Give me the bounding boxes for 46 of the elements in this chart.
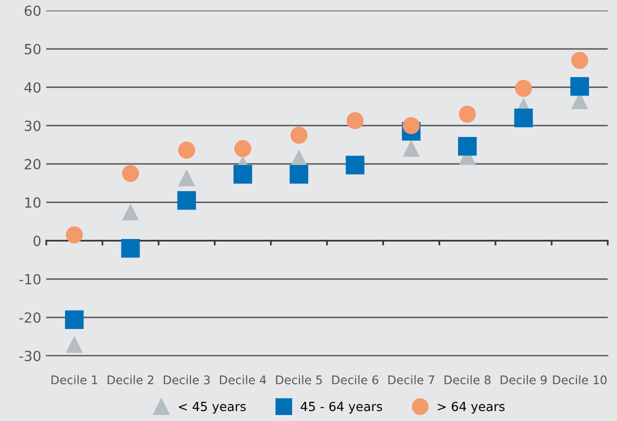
point — [177, 191, 196, 210]
y-tick-label: -20 — [19, 312, 40, 323]
y-tick-label: 50 — [24, 44, 40, 54]
y-tick-label: 60 — [24, 5, 40, 16]
legend-label: 45 - 64 years — [300, 402, 382, 414]
y-tick-label: 40 — [24, 82, 40, 93]
x-tick-label: Decile 2 — [108, 375, 154, 384]
point — [346, 112, 364, 130]
point — [66, 336, 83, 353]
point — [402, 117, 420, 134]
x-tick-label: Decile 4 — [220, 375, 266, 384]
x-tick-label: Decile 10 — [553, 375, 607, 384]
y-tick-label: 20 — [24, 158, 40, 170]
y-tick-label: 10 — [25, 197, 40, 208]
y-tick-label: 30 — [24, 120, 40, 132]
x-tick-label: Decile 9 — [500, 375, 547, 384]
point — [233, 164, 252, 184]
point — [122, 165, 139, 182]
x-tick-label: Decile 6 — [332, 375, 378, 384]
legend-label: > 64 years — [438, 402, 505, 414]
point — [458, 106, 476, 123]
point — [571, 52, 588, 69]
point — [121, 239, 140, 258]
point — [458, 136, 477, 156]
point — [570, 77, 589, 96]
x-tick-label: Decile 1 — [52, 375, 98, 384]
y-tick-label: 0 — [33, 236, 40, 246]
x-tick-label: Decile 5 — [276, 375, 322, 384]
point — [290, 164, 308, 184]
y-tick-label: -30 — [19, 350, 40, 362]
point — [65, 310, 84, 330]
point — [234, 140, 252, 158]
point — [122, 203, 139, 220]
point — [178, 142, 196, 159]
x-tick-label: Decile 8 — [444, 375, 491, 384]
point — [178, 169, 196, 186]
legend-label: < 45 years — [178, 402, 246, 414]
y-tick-label: -10 — [19, 274, 40, 285]
x-tick-label: Decile 7 — [388, 375, 434, 384]
point — [290, 126, 308, 144]
point — [346, 156, 364, 174]
point — [515, 80, 532, 97]
point — [514, 108, 533, 128]
point — [66, 226, 83, 244]
x-tick-label: Decile 3 — [164, 375, 210, 384]
point — [402, 140, 420, 157]
